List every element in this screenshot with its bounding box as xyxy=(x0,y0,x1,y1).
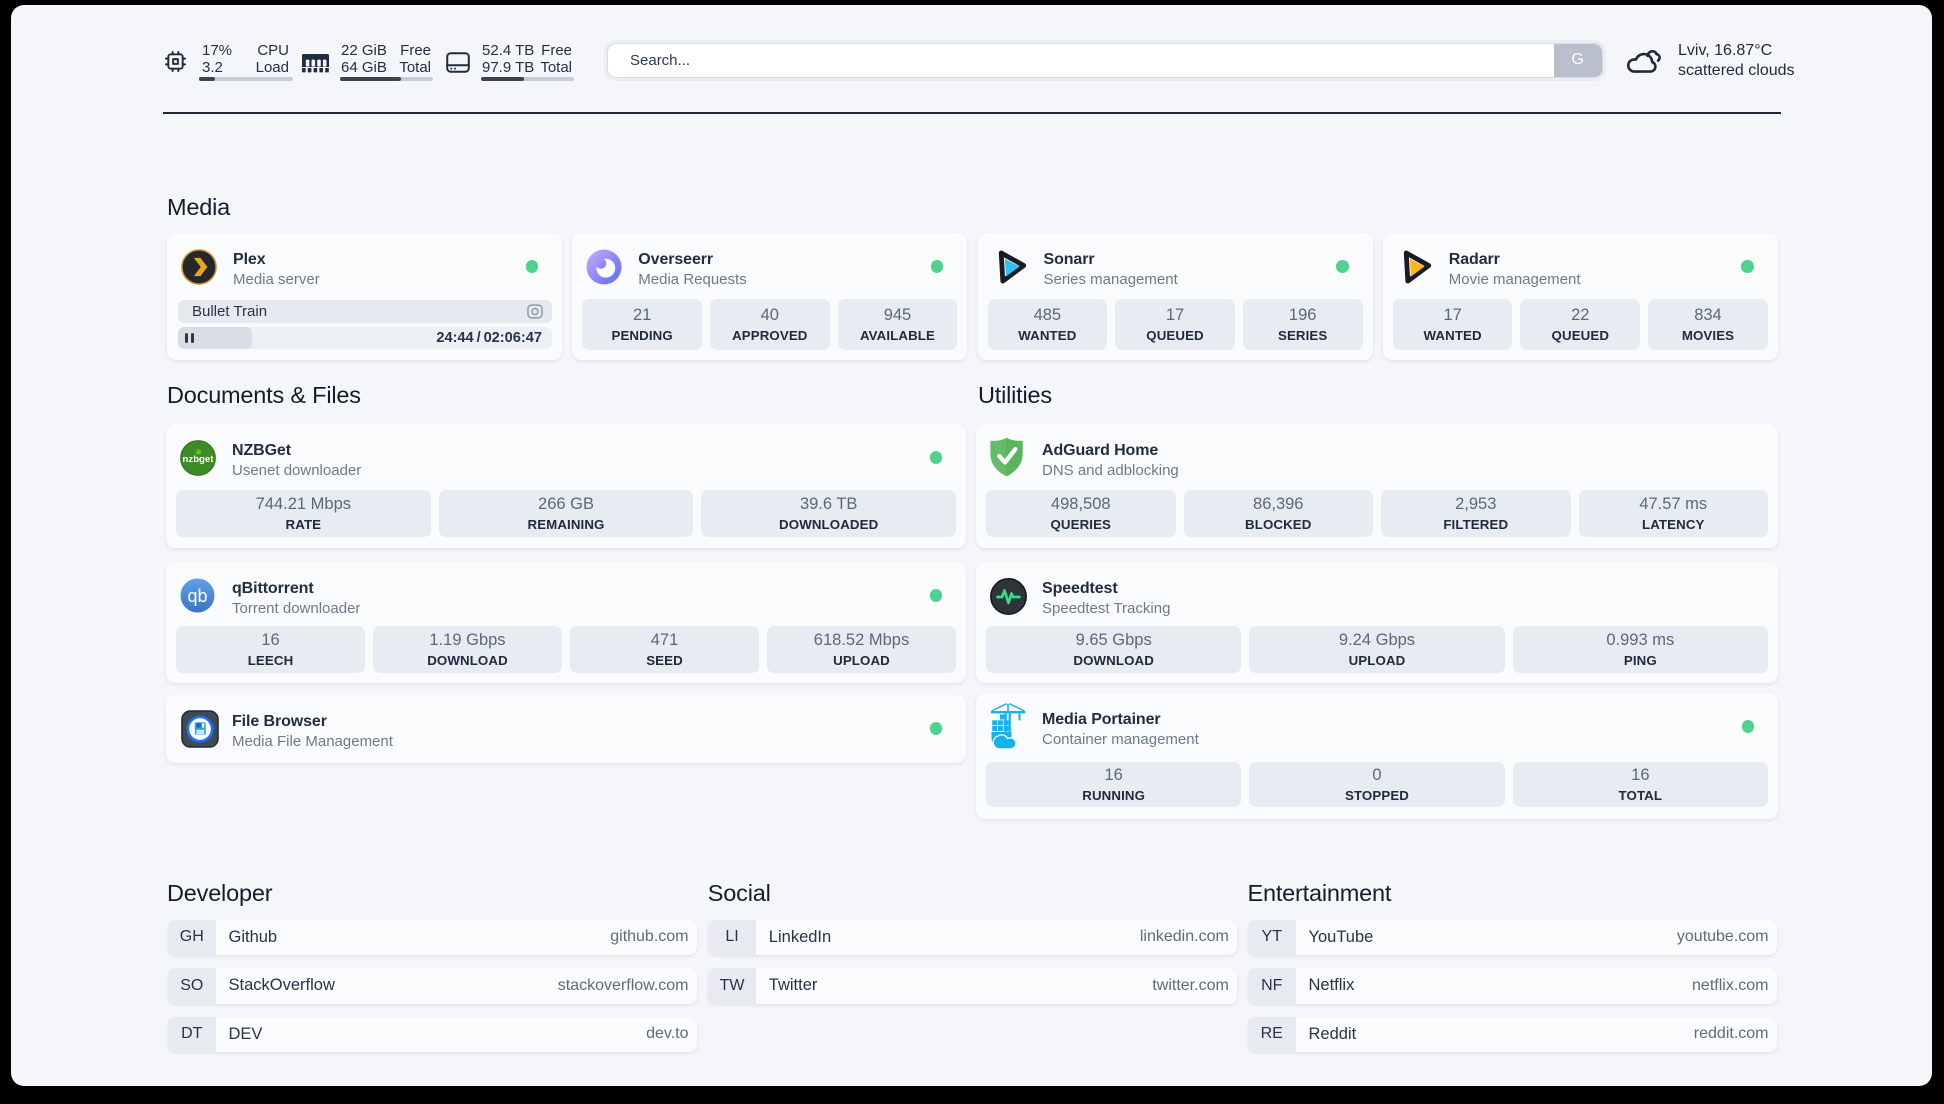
svg-text:qb: qb xyxy=(187,586,207,606)
svg-text:nzbget: nzbget xyxy=(183,454,215,465)
